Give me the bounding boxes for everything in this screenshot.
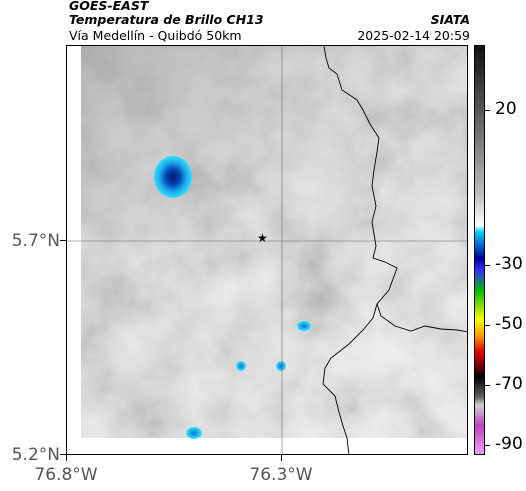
department-border-2 (322, 303, 378, 454)
colorbar-tick (485, 325, 490, 326)
colorbar-label: -50 (495, 314, 523, 334)
colorbar-label: -30 (495, 254, 523, 274)
brightness-temperature-map (67, 46, 467, 454)
lat-tick-label: 5.2°N (11, 445, 60, 465)
storm-cell-large (154, 156, 192, 198)
colorbar-label: 20 (495, 99, 517, 119)
lat-tick-label: 5.7°N (11, 231, 60, 251)
department-border (323, 46, 467, 333)
satellite-title: GOES-EAST (69, 0, 149, 13)
lat-tick-mark (60, 240, 66, 241)
colorbar (474, 45, 485, 455)
lon-tick-label: 76.8°W (34, 465, 98, 485)
colorbar-tick (485, 385, 490, 386)
colorbar-label: -90 (495, 434, 523, 454)
shade-overlay (81, 46, 467, 438)
map-frame[interactable] (66, 45, 468, 455)
storm-cell-small-3 (276, 361, 286, 371)
product-title: Temperatura de Brillo CH13 (69, 12, 264, 27)
datetime-label: 2025-02-14 20:59 (357, 28, 470, 43)
lon-tick-mark (281, 455, 282, 461)
org-label: SIATA (430, 12, 470, 27)
storm-cell-small-4 (186, 427, 202, 439)
storm-cell-small-2 (236, 361, 246, 371)
colorbar-tick (485, 110, 490, 111)
region-subtitle: Vía Medellín - Quibdó 50km (69, 28, 242, 43)
lon-tick-mark (66, 455, 67, 461)
colorbar-tick (485, 445, 490, 446)
colorbar-tick (485, 265, 490, 266)
lat-tick-mark (60, 454, 66, 455)
storm-cell-small-1 (297, 321, 311, 331)
lon-tick-label: 76.3°W (249, 465, 313, 485)
star-icon[interactable]: ★ (257, 231, 268, 245)
colorbar-label: -70 (495, 374, 523, 394)
